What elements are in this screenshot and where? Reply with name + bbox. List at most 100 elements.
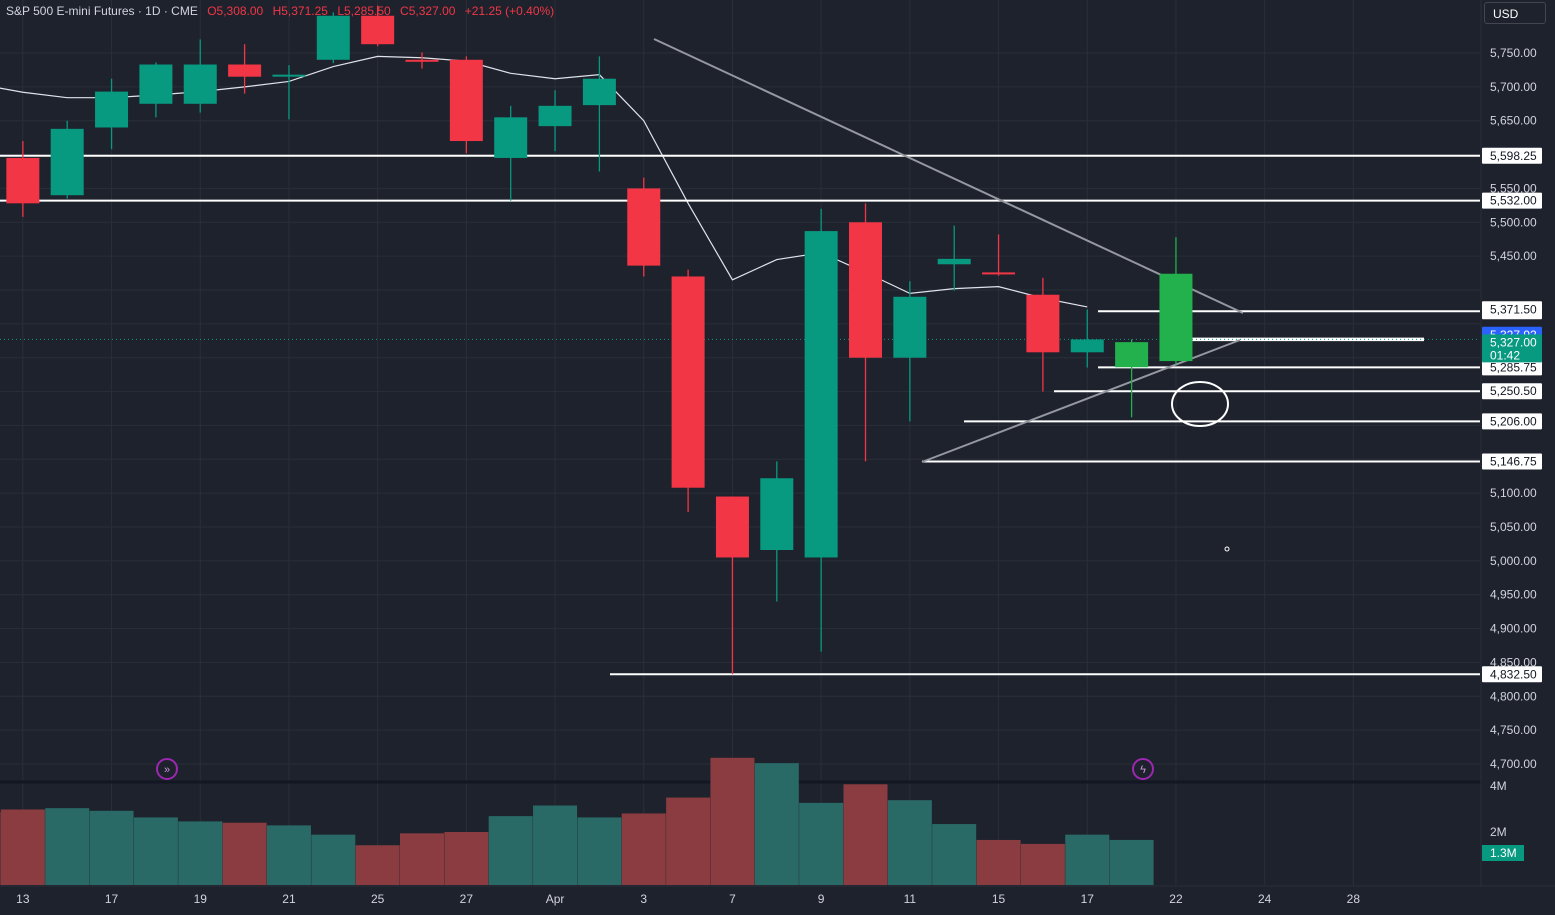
volume-bar	[976, 839, 1021, 885]
last-price-tag-box	[1482, 334, 1542, 363]
price-tick-label: 5,700.00	[1490, 80, 1537, 94]
volume-bar	[355, 845, 400, 885]
level-price-tag-box	[1482, 413, 1542, 430]
volume-bar	[932, 824, 977, 885]
time-tick-label: 28	[1347, 892, 1361, 906]
price-tick-label: 5,750.00	[1490, 46, 1537, 60]
change-value: +21.25 (+0.40%)	[464, 4, 555, 18]
level-price-tag-text: 5,598.25	[1490, 149, 1537, 163]
candle-body	[804, 231, 838, 558]
symbol-name: S&P 500 E-mini Futures · 1D · CME	[6, 4, 198, 18]
volume-bar	[45, 808, 90, 885]
volume-bar	[89, 810, 134, 885]
candle-body	[893, 296, 927, 358]
volume-bar	[488, 816, 533, 885]
volume-bar	[843, 784, 888, 885]
volume-bar	[1020, 843, 1065, 885]
candle-body	[50, 128, 84, 196]
candle-body	[6, 157, 40, 204]
candle-body	[361, 15, 395, 45]
volume-bar	[754, 763, 799, 885]
level-price-tag: 5,532.00	[1482, 192, 1542, 209]
volume-bar	[1065, 834, 1110, 885]
price-tick-label: 4,800.00	[1490, 689, 1537, 703]
volume-tick-label: 4M	[1490, 779, 1507, 793]
level-price-tag-text: 5,146.75	[1490, 454, 1537, 468]
candle-body	[627, 188, 661, 266]
candle-body	[1070, 339, 1104, 353]
time-tick-label: 22	[1169, 892, 1183, 906]
volume-bar	[444, 832, 489, 885]
time-tick-label: 11	[904, 892, 917, 906]
volume-bar	[0, 809, 45, 885]
volume-bar	[577, 817, 622, 885]
level-price-tag: 5,598.25	[1482, 147, 1542, 164]
candle-body	[1159, 273, 1193, 362]
currency-button[interactable]: USD	[1484, 2, 1546, 24]
descending-trendline	[653, 38, 1244, 314]
candle-body	[715, 496, 749, 558]
volume-bar	[311, 834, 356, 885]
volume-last-tag-box	[1482, 845, 1524, 861]
price-tick-label: 4,750.00	[1490, 723, 1537, 737]
low-value: L5,285.50	[337, 4, 391, 18]
price-tag-high-text: 5,371.50	[1490, 302, 1537, 316]
high-value: H5,371.25	[272, 4, 328, 18]
time-tick-label: 3	[640, 892, 647, 906]
candle-body	[849, 222, 882, 358]
close-value: C5,327.00	[400, 4, 456, 18]
earnings-event-icon-glyph: ϟ	[1140, 764, 1146, 776]
price-tag-high: 5,371.50	[1482, 301, 1542, 318]
volume-bar	[0, 812, 1, 885]
candle-body	[316, 15, 350, 60]
candle-body	[538, 105, 572, 127]
candle-body	[272, 74, 306, 77]
level-price-tag: 5,206.00	[1482, 413, 1542, 430]
level-price-tag-box	[1482, 192, 1542, 209]
price-tick-label: 5,100.00	[1490, 486, 1537, 500]
open-value: O5,308.00	[207, 4, 264, 18]
last-price-tag-countdown: 01:42	[1490, 348, 1520, 362]
volume-bar	[887, 800, 932, 885]
price-tag-high-box	[1482, 301, 1542, 318]
level-price-tag-box	[1482, 453, 1542, 470]
level-price-tag-text: 5,206.00	[1490, 414, 1537, 428]
volume-bar	[178, 821, 223, 885]
candle-body	[95, 91, 129, 128]
volume-bars	[0, 757, 1154, 885]
level-price-tag: 5,250.50	[1482, 383, 1542, 400]
level-price-tag-text: 5,285.75	[1490, 360, 1537, 374]
candle-body	[937, 258, 971, 265]
price-tick-label: 4,700.00	[1490, 757, 1537, 771]
level-price-tag-box	[1482, 359, 1542, 376]
price-tick-label: 5,450.00	[1490, 249, 1537, 263]
level-price-tag-box	[1482, 147, 1542, 164]
earnings-event-icon-ring	[1132, 758, 1154, 780]
annotation-ellipse	[1171, 381, 1229, 427]
price-tick-label: 5,050.00	[1490, 520, 1537, 534]
price-tick-label: 5,650.00	[1490, 114, 1537, 128]
level-price-tag-text: 4,832.50	[1490, 667, 1537, 681]
volume-bar	[710, 757, 755, 885]
earnings-event-icon: ϟ	[1132, 758, 1154, 780]
candle-body	[1026, 294, 1060, 353]
time-axis-ticks: 13 17 19 21 25 27 Apr 3 7 9 11 15 17 22 24 28	[16, 892, 1360, 906]
price-tick-label: 5,550.00	[1490, 181, 1537, 195]
volume-bar	[133, 817, 178, 885]
price-tick-label: 4,950.00	[1490, 588, 1537, 602]
volume-bar	[799, 802, 844, 885]
level-price-tag: 5,146.75	[1482, 453, 1542, 470]
candle-body	[760, 478, 794, 551]
volume-bar	[666, 797, 711, 885]
candle-body	[494, 117, 528, 158]
time-tick-label: 25	[371, 892, 385, 906]
volume-bar	[222, 822, 267, 885]
time-tick-label: 21	[282, 892, 296, 906]
price-tick-label: 4,850.00	[1490, 655, 1537, 669]
time-axis	[0, 886, 1555, 915]
volume-bar	[266, 825, 311, 885]
dividend-event-icon-ring	[156, 758, 178, 780]
time-tick-label: 24	[1258, 892, 1272, 906]
